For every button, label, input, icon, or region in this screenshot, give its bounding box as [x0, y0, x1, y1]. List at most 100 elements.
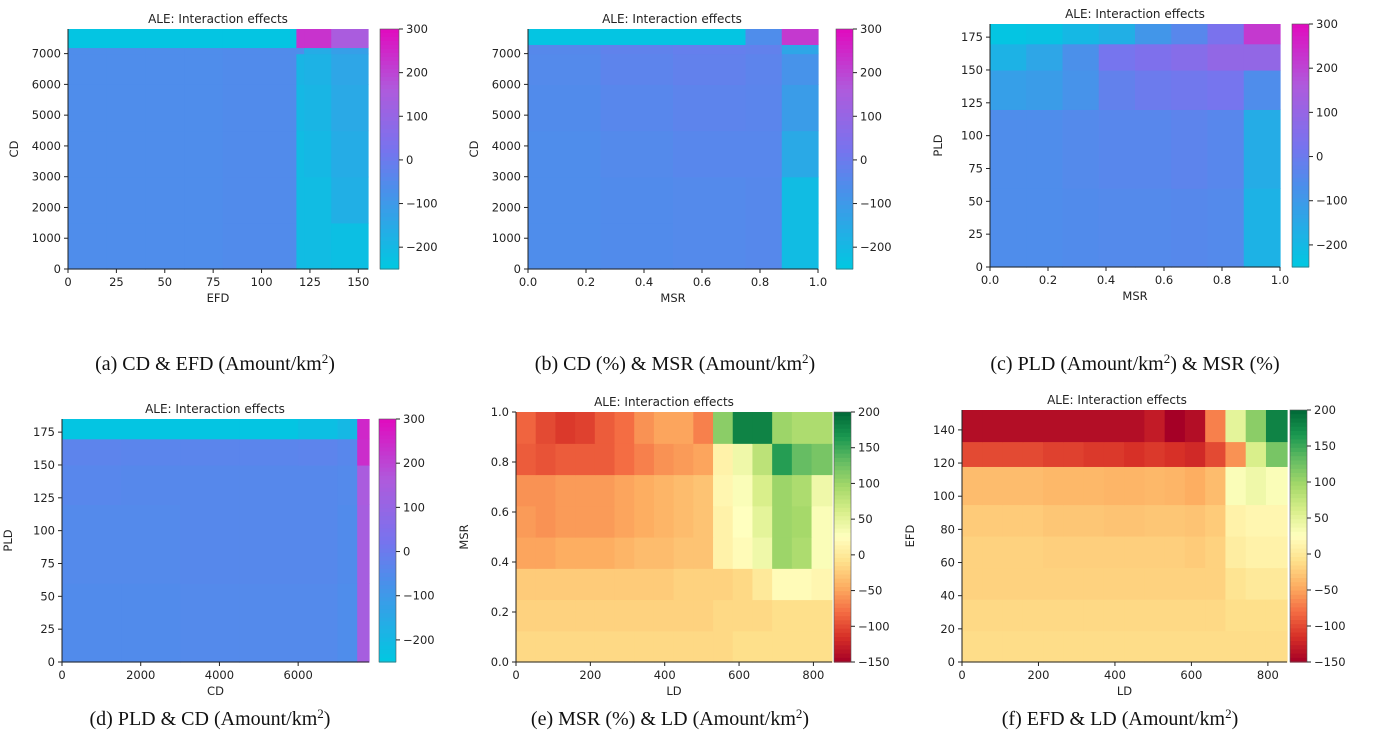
colorbar-segment — [836, 53, 853, 58]
heatmap-cell — [1245, 466, 1267, 506]
heatmap-cell — [528, 176, 602, 224]
x-tick-label: 1.0 — [1271, 273, 1289, 287]
heatmap-cell — [1063, 599, 1085, 632]
colorbar-tick-label: 0 — [403, 545, 410, 559]
colorbar-segment — [834, 641, 851, 646]
colorbar-segment — [380, 125, 399, 130]
heatmap-cell — [752, 412, 773, 444]
colorbar-segment — [1292, 202, 1309, 207]
colorbar-segment — [1290, 515, 1307, 520]
heatmap-cell — [184, 53, 224, 85]
caption-superscript: 2 — [1164, 351, 1171, 366]
colorbar-segment — [836, 177, 853, 182]
heatmap-cell — [68, 130, 108, 178]
heatmap-cell — [1265, 599, 1288, 632]
heatmap-cell — [1063, 630, 1085, 663]
heatmap-cell — [1144, 567, 1166, 600]
heatmap-cell — [184, 130, 224, 178]
colorbar-segment — [1292, 206, 1309, 211]
panel-caption: (f) EFD & LD (Amount/km2) — [1002, 706, 1239, 731]
colorbar-tick-label: 100 — [858, 476, 880, 490]
heatmap-cell — [1164, 441, 1186, 467]
colorbar-segment — [380, 141, 399, 146]
colorbar-tick-label: −100 — [1314, 619, 1346, 633]
heatmap-cell — [772, 505, 793, 538]
colorbar-segment — [1290, 447, 1307, 453]
colorbar-segment — [834, 424, 851, 430]
heatmap-cell — [222, 53, 263, 85]
x-tick-label: 400 — [1104, 668, 1126, 682]
heatmap-cell — [594, 505, 616, 538]
heatmap-cell — [555, 630, 576, 663]
heatmap-cell — [180, 583, 240, 663]
colorbar-segment — [380, 149, 399, 154]
heatmap-cell — [745, 176, 783, 224]
y-tick-label: 60 — [940, 556, 955, 570]
caption-prefix: (c) — [990, 353, 1012, 375]
heatmap-cell — [357, 504, 370, 584]
chart-title: ALE: Interaction effects — [594, 395, 734, 409]
colorbar-segment — [380, 185, 399, 190]
heatmap-cell — [732, 599, 754, 632]
heatmap-cell — [68, 84, 108, 132]
colorbar-segment — [379, 641, 396, 647]
heatmap-cell — [693, 505, 714, 538]
heatmap-cell — [653, 630, 675, 663]
heatmap-cell — [304, 53, 332, 85]
heatmap-cell — [990, 109, 1027, 189]
colorbar-segment — [836, 145, 853, 150]
colorbar-segment — [379, 540, 396, 546]
colorbar-segment — [1292, 68, 1309, 74]
chart-title: ALE: Interaction effects — [602, 12, 742, 26]
heatmap-cell — [106, 29, 147, 49]
heatmap-cell — [1083, 630, 1105, 663]
caption-superscript: 2 — [802, 351, 809, 366]
heatmap-cell — [222, 222, 263, 270]
caption-superscript: 2 — [1225, 706, 1232, 721]
y-tick-label: 3000 — [492, 170, 521, 184]
x-tick-label: 0 — [512, 668, 519, 682]
heatmap-cell — [1083, 410, 1105, 443]
colorbar-segment — [1290, 410, 1307, 415]
heatmap-cell — [1026, 109, 1064, 189]
heatmap-cell — [1265, 410, 1288, 443]
colorbar-segment — [836, 181, 853, 186]
colorbar-segment — [379, 431, 396, 436]
y-tick-label: 0 — [948, 655, 955, 669]
y-tick-label: 50 — [40, 589, 55, 603]
heatmap-cell — [693, 599, 714, 632]
colorbar-segment — [1290, 552, 1307, 558]
heatmap-cell — [1205, 410, 1227, 443]
colorbar-tick-label: 200 — [1314, 403, 1336, 417]
colorbar-segment — [379, 633, 396, 639]
heatmap-cell — [1265, 504, 1288, 537]
colorbar-tick-label: 300 — [860, 22, 882, 36]
colorbar-segment — [1290, 624, 1307, 629]
x-tick-label: 0.2 — [1039, 273, 1057, 287]
colorbar-tick-label: 50 — [1314, 511, 1329, 525]
y-tick-label: 40 — [940, 589, 955, 603]
heatmap-cell — [1245, 599, 1267, 632]
heatmap-cell — [791, 474, 813, 507]
heatmap-cell — [296, 29, 305, 49]
heatmap-cell — [298, 419, 339, 440]
colorbar-segment — [379, 613, 396, 619]
heatmap-cell — [331, 176, 369, 224]
heatmap-cell — [614, 474, 635, 507]
y-tick-label: 175 — [33, 425, 55, 439]
heatmap-cell — [713, 568, 734, 601]
heatmap-cell — [594, 412, 616, 444]
colorbar-segment — [379, 585, 396, 590]
heatmap-cell — [594, 630, 616, 663]
colorbar-segment — [379, 504, 396, 509]
heatmap-cell — [575, 630, 596, 663]
heatmap-cell — [1243, 24, 1281, 45]
heatmap-cell — [594, 599, 616, 632]
heatmap-cell — [1043, 599, 1064, 632]
heatmap-cell — [222, 29, 263, 49]
heatmap-cell — [304, 130, 332, 178]
colorbar-segment — [379, 487, 396, 493]
heatmap-cell — [555, 474, 576, 507]
heatmap-cell — [1144, 599, 1166, 632]
